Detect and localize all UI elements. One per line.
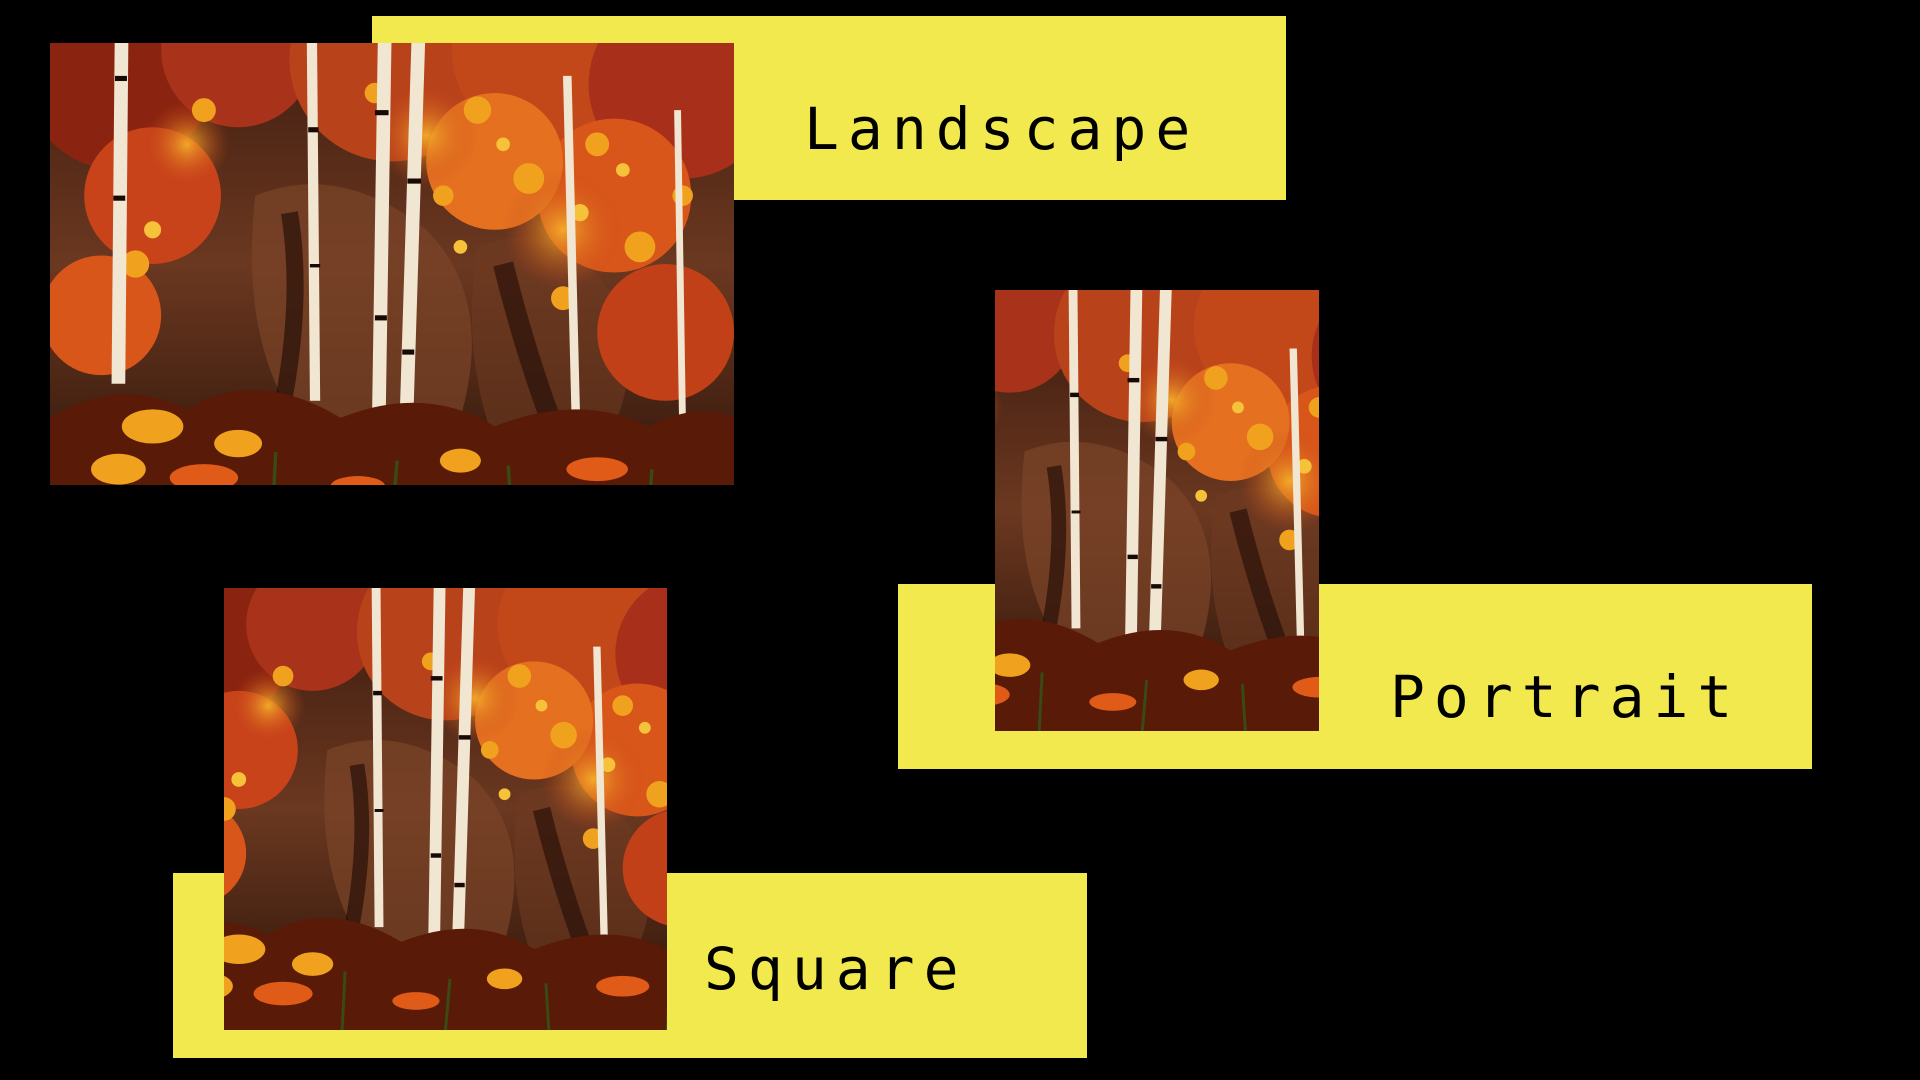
forest-photo-icon (224, 588, 667, 1030)
square-photo (224, 588, 667, 1030)
landscape-label: Landscape (804, 95, 1200, 163)
landscape-photo (50, 43, 734, 485)
portrait-label: Portrait (1390, 663, 1742, 731)
portrait-photo (995, 290, 1319, 731)
forest-photo-icon (50, 43, 734, 485)
forest-photo-icon (995, 290, 1319, 731)
square-label: Square (704, 935, 968, 1003)
